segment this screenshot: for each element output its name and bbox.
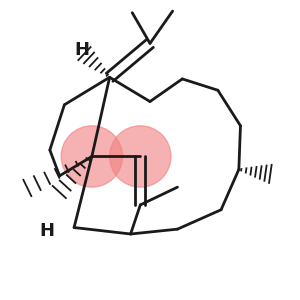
Text: H: H: [75, 41, 90, 59]
Circle shape: [110, 126, 171, 187]
Circle shape: [61, 126, 122, 187]
Text: H: H: [39, 222, 54, 240]
